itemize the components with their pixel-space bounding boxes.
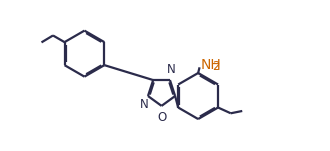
Text: 2: 2 (213, 60, 220, 73)
Text: O: O (157, 111, 166, 124)
Text: NH: NH (200, 58, 221, 72)
Text: N: N (167, 63, 176, 76)
Text: N: N (140, 98, 148, 111)
